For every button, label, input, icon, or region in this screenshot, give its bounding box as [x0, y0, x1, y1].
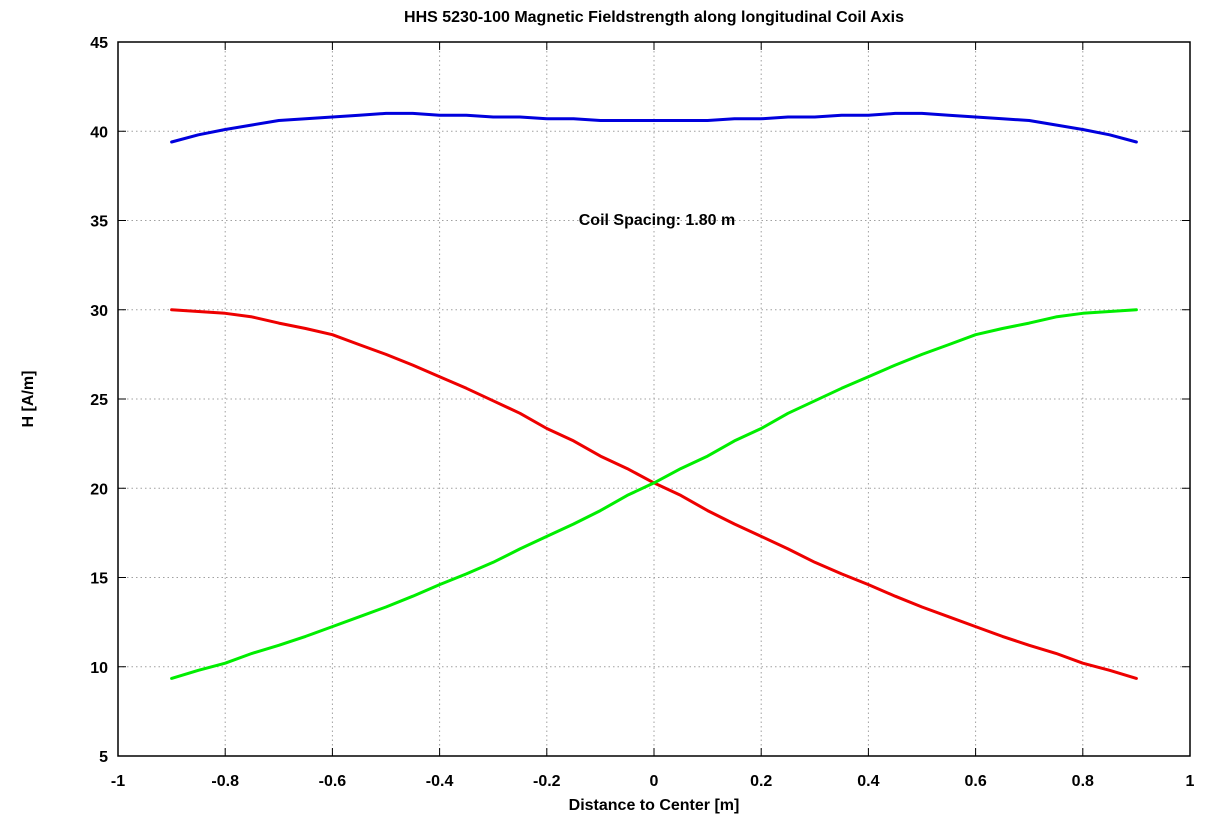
series-line-blue	[170, 111, 1138, 144]
x-tick-label: -0.2	[533, 773, 561, 790]
y-axis-label: H [A/m]	[20, 371, 37, 428]
y-tick-labels: 5 10 15 20 25 30 35 40 45	[90, 35, 108, 766]
plot-frame	[117, 41, 1191, 757]
x-tick-label: -1	[111, 773, 125, 790]
x-axis-label: Distance to Center [m]	[569, 797, 740, 814]
x-tick-labels: -1 -0.8 -0.6 -0.4 -0.2 0 0.2 0.4 0.6 0.8 1	[111, 773, 1195, 790]
x-tick-label: -0.6	[319, 773, 347, 790]
y-tick-label: 10	[90, 660, 108, 677]
x-tick-label: -0.8	[211, 773, 239, 790]
y-tick-label: 40	[90, 124, 108, 141]
chart-title: HHS 5230-100 Magnetic Fieldstrength alon…	[404, 9, 904, 26]
y-tick-label: 5	[99, 749, 108, 766]
x-tick-label: 0.6	[964, 773, 986, 790]
x-tick-label: 0	[650, 773, 659, 790]
y-tick-label: 15	[90, 571, 108, 588]
series-line-green	[170, 308, 1138, 680]
y-tick-label: 45	[90, 35, 108, 52]
y-tick-label: 25	[90, 392, 108, 409]
data-series	[170, 111, 1138, 680]
y-tick-label: 30	[90, 303, 108, 320]
y-tick-label: 20	[90, 481, 108, 498]
coil-spacing-annotation: Coil Spacing: 1.80 m	[579, 212, 735, 229]
x-tick-label: 0.2	[750, 773, 772, 790]
x-tick-label: -0.4	[426, 773, 454, 790]
x-tick-label: 0.8	[1072, 773, 1094, 790]
grid-lines	[118, 42, 1190, 756]
x-tick-label: 0.4	[857, 773, 879, 790]
x-tick-label: 1	[1186, 773, 1195, 790]
y-tick-label: 35	[90, 214, 108, 231]
